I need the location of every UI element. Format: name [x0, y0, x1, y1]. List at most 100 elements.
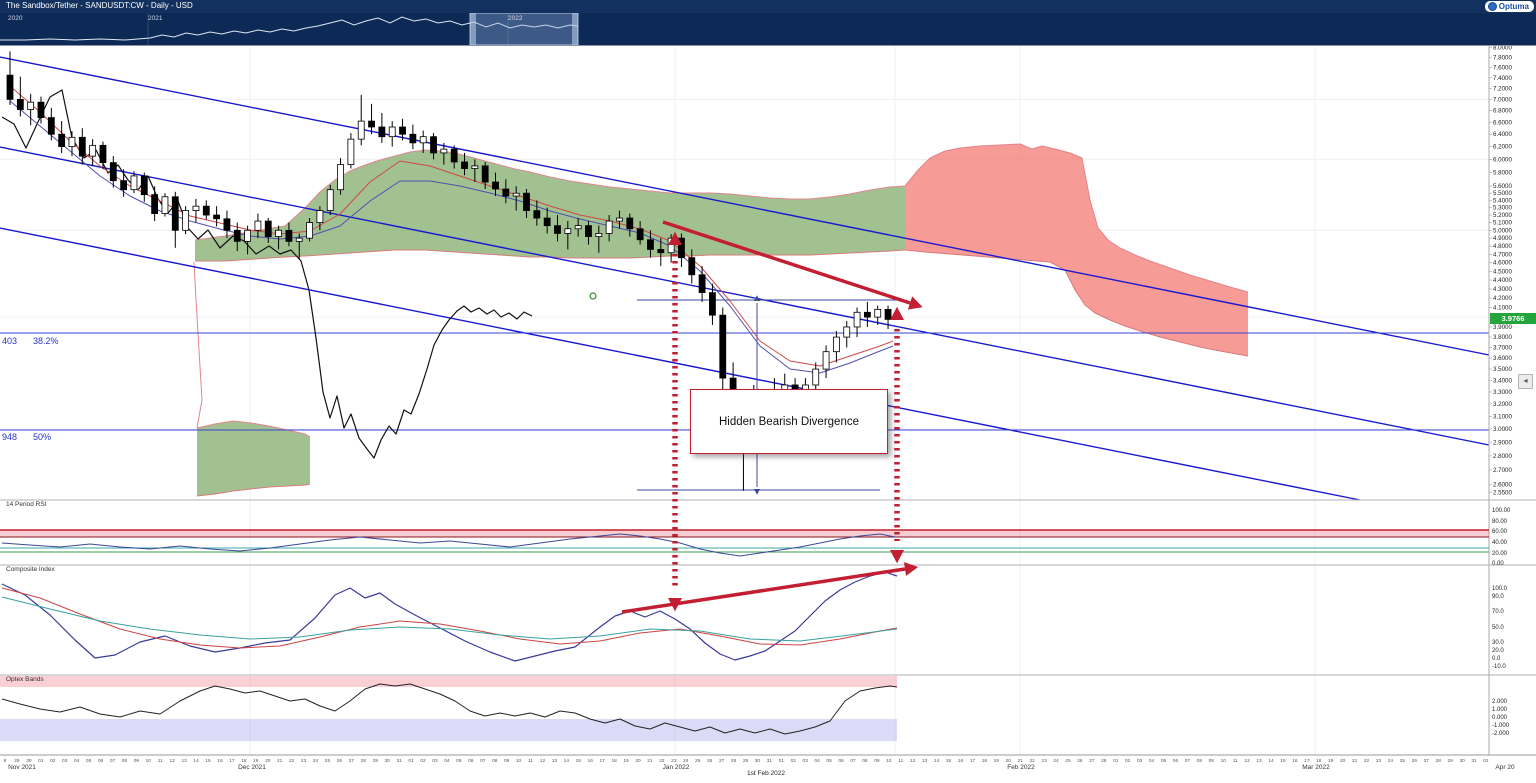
svg-text:08: 08 [492, 758, 498, 764]
svg-text:20: 20 [265, 758, 271, 764]
svg-text:24: 24 [1053, 758, 1059, 764]
svg-text:11: 11 [528, 758, 533, 764]
svg-text:Feb 2022: Feb 2022 [1007, 764, 1035, 771]
svg-text:24: 24 [313, 758, 319, 764]
last-price-badge: 3.9766 [1490, 313, 1536, 324]
svg-text:3.7000: 3.7000 [1493, 344, 1512, 351]
svg-text:2.000: 2.000 [1492, 699, 1508, 705]
svg-text:3.2000: 3.2000 [1493, 401, 1512, 408]
svg-text:15: 15 [1280, 758, 1286, 764]
svg-text:11: 11 [898, 758, 903, 764]
svg-text:28: 28 [1436, 758, 1442, 764]
svg-text:03: 03 [1137, 758, 1143, 764]
svg-text:16: 16 [1292, 758, 1298, 764]
svg-text:12: 12 [170, 758, 176, 764]
svg-text:14: 14 [564, 758, 570, 764]
svg-text:13: 13 [1256, 758, 1262, 764]
navigator-selection-right-handle[interactable] [572, 13, 578, 45]
svg-text:14: 14 [934, 758, 940, 764]
navigator-minichart[interactable] [0, 12, 1536, 46]
svg-text:14: 14 [1268, 758, 1274, 764]
svg-text:25: 25 [325, 758, 331, 764]
svg-text:6.6000: 6.6000 [1493, 119, 1512, 126]
svg-text:04: 04 [444, 758, 450, 764]
svg-text:17: 17 [229, 758, 235, 764]
svg-text:13: 13 [922, 758, 928, 764]
svg-text:40.00: 40.00 [1492, 540, 1508, 546]
svg-text:26: 26 [1077, 758, 1083, 764]
svg-text:0.000: 0.000 [1492, 715, 1508, 721]
svg-text:4.3000: 4.3000 [1493, 286, 1512, 293]
svg-text:08: 08 [1197, 758, 1203, 764]
svg-text:10: 10 [516, 758, 522, 764]
svg-text:20.00: 20.00 [1492, 551, 1508, 557]
svg-text:18: 18 [982, 758, 988, 764]
optuma-logo-text: Optuma [1498, 2, 1529, 11]
svg-text:7.0000: 7.0000 [1493, 96, 1512, 103]
svg-text:03: 03 [62, 758, 68, 764]
svg-text:06: 06 [468, 758, 474, 764]
axis-collapse-arrow-icon[interactable]: ◂ [1518, 374, 1533, 389]
svg-text:10: 10 [886, 758, 892, 764]
svg-text:16: 16 [958, 758, 964, 764]
svg-text:8: 8 [4, 758, 7, 764]
svg-text:6.0000: 6.0000 [1493, 156, 1512, 163]
svg-text:20: 20 [1340, 758, 1346, 764]
svg-text:25: 25 [1065, 758, 1071, 764]
panels-layer: 100.0080.0060.0040.0020.000.00100.090.07… [0, 44, 1536, 771]
svg-text:02: 02 [50, 758, 56, 764]
navigator-selection[interactable] [469, 12, 579, 46]
svg-text:4.8000: 4.8000 [1493, 243, 1512, 250]
svg-text:18: 18 [611, 758, 617, 764]
svg-text:30: 30 [1459, 758, 1465, 764]
svg-text:07: 07 [480, 758, 486, 764]
annotation-layer [621, 220, 923, 614]
svg-text:25: 25 [1400, 758, 1406, 764]
svg-text:06: 06 [98, 758, 104, 764]
candles-layer [6, 51, 892, 491]
svg-text:70.0: 70.0 [1492, 609, 1504, 615]
svg-text:23: 23 [1041, 758, 1047, 764]
svg-text:4.5000: 4.5000 [1493, 268, 1512, 275]
svg-text:Jan 2022: Jan 2022 [663, 764, 690, 771]
svg-text:03: 03 [432, 758, 438, 764]
svg-text:4.2000: 4.2000 [1493, 295, 1512, 302]
divergence-annotation-box[interactable]: Hidden Bearish Divergence [690, 389, 888, 454]
svg-text:01: 01 [1483, 758, 1489, 764]
svg-text:7.4000: 7.4000 [1493, 75, 1512, 82]
svg-text:6.2000: 6.2000 [1493, 144, 1512, 151]
svg-text:18: 18 [1316, 758, 1322, 764]
svg-text:02: 02 [1125, 758, 1131, 764]
svg-text:3.4000: 3.4000 [1493, 377, 1512, 384]
svg-text:19: 19 [253, 758, 259, 764]
svg-text:12: 12 [910, 758, 916, 764]
fib-level-50: 948 50% [2, 432, 51, 442]
svg-text:22: 22 [1029, 758, 1035, 764]
svg-text:08: 08 [862, 758, 868, 764]
svg-text:20: 20 [1006, 758, 1012, 764]
svg-text:08: 08 [122, 758, 128, 764]
timeline-navigator[interactable]: 2020 2021 2022 [0, 12, 1536, 46]
svg-text:02: 02 [791, 758, 797, 764]
svg-text:50.0: 50.0 [1492, 625, 1504, 631]
svg-text:3.3000: 3.3000 [1493, 389, 1512, 396]
svg-text:26: 26 [337, 758, 343, 764]
overlay-lines-layer [0, 56, 1490, 501]
svg-text:18: 18 [241, 758, 247, 764]
svg-text:Nov 2021: Nov 2021 [8, 764, 36, 771]
svg-text:29: 29 [14, 758, 20, 764]
svg-text:5.0000: 5.0000 [1493, 227, 1512, 234]
svg-text:23: 23 [301, 758, 307, 764]
svg-text:31: 31 [767, 758, 773, 764]
svg-text:11: 11 [158, 758, 163, 764]
svg-text:04: 04 [1149, 758, 1155, 764]
svg-text:21: 21 [1018, 758, 1024, 764]
navigator-selection-left-handle[interactable] [470, 13, 476, 45]
svg-text:30: 30 [385, 758, 391, 764]
svg-text:-2.000: -2.000 [1492, 731, 1510, 737]
svg-text:4.6000: 4.6000 [1493, 260, 1512, 267]
svg-text:01: 01 [779, 758, 785, 764]
svg-text:1.000: 1.000 [1492, 707, 1508, 713]
svg-text:09: 09 [134, 758, 140, 764]
